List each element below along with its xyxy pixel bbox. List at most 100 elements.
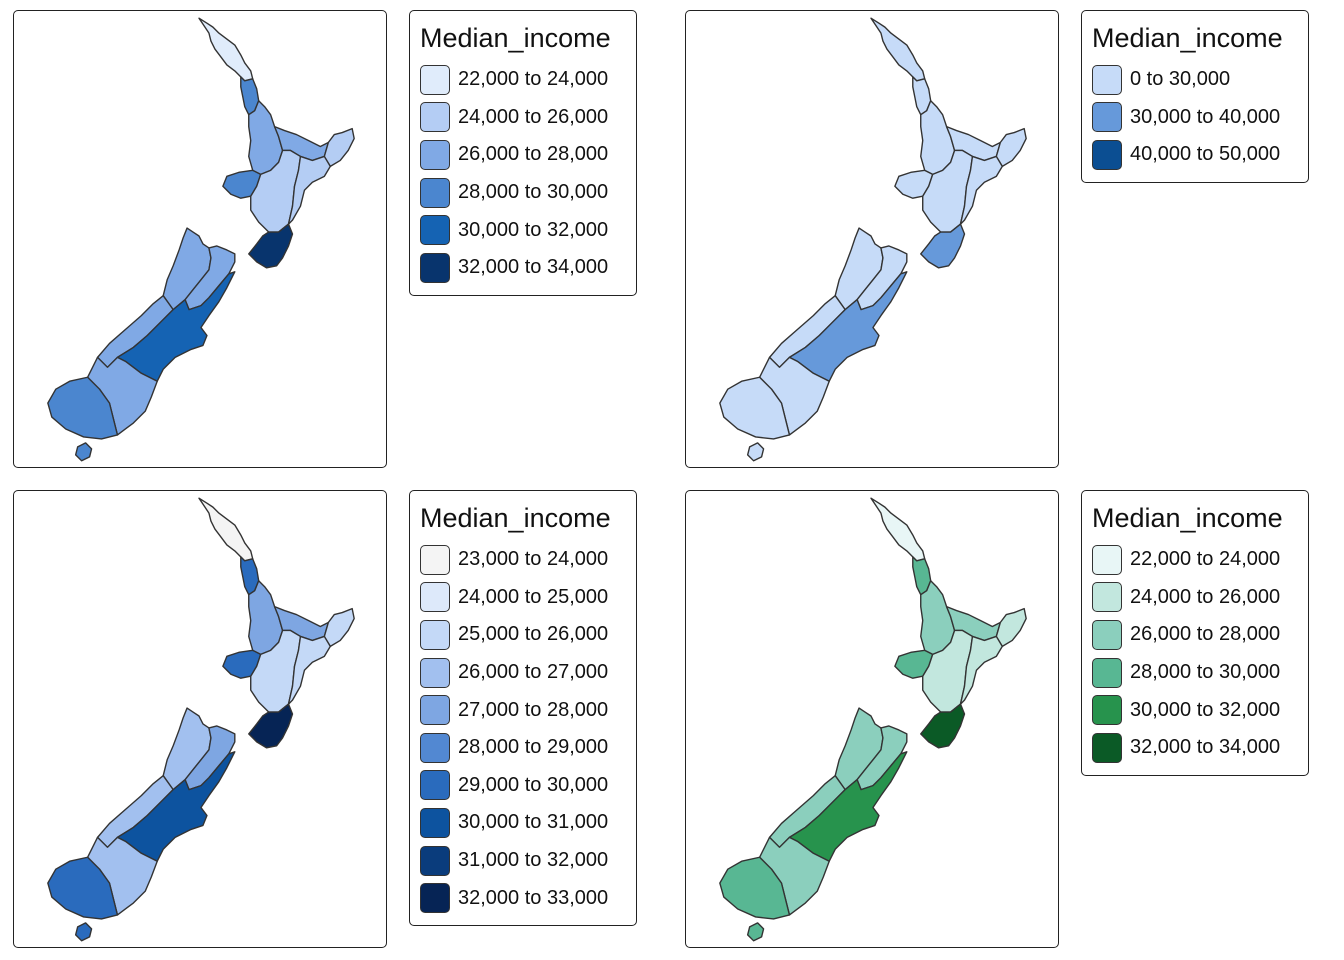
legend-item: 29,000 to 30,000 bbox=[420, 767, 626, 805]
legend-label: 23,000 to 24,000 bbox=[458, 548, 609, 571]
map-panel-2 bbox=[685, 10, 1059, 468]
nz-region-map bbox=[47, 17, 355, 462]
region-stewart bbox=[746, 922, 765, 942]
legend-swatch bbox=[420, 102, 450, 133]
region-hawkes-bay bbox=[287, 635, 331, 705]
legend-label: 28,000 to 30,000 bbox=[1130, 661, 1281, 684]
legend-item: 32,000 to 34,000 bbox=[420, 249, 626, 287]
legend-items: 22,000 to 24,000 24,000 to 26,000 26,000 t… bbox=[420, 61, 626, 287]
region-southland bbox=[719, 376, 791, 440]
region-northland bbox=[198, 17, 254, 82]
legend-label: 30,000 to 40,000 bbox=[1130, 105, 1281, 128]
legend-label: 24,000 to 26,000 bbox=[458, 105, 609, 128]
legend-item: 30,000 to 31,000 bbox=[420, 804, 626, 842]
legend-swatch bbox=[1092, 139, 1122, 170]
legend-label: 32,000 to 34,000 bbox=[1130, 736, 1281, 759]
legend-swatch bbox=[1092, 64, 1122, 95]
legend-label: 28,000 to 29,000 bbox=[458, 736, 609, 759]
legend-label: 26,000 to 28,000 bbox=[1130, 623, 1281, 646]
legend-label: 30,000 to 32,000 bbox=[458, 218, 609, 241]
region-northland bbox=[870, 497, 926, 562]
legend-label: 26,000 to 28,000 bbox=[458, 143, 609, 166]
legend-item: 28,000 to 30,000 bbox=[1092, 654, 1298, 692]
legend-swatch bbox=[420, 252, 450, 283]
legend-item: 24,000 to 26,000 bbox=[420, 99, 626, 137]
legend-item: 22,000 to 24,000 bbox=[420, 61, 626, 99]
legend-items: 0 to 30,000 30,000 to 40,000 40,000 to 50,… bbox=[1092, 61, 1298, 174]
region-gisborne bbox=[323, 607, 355, 648]
region-canterbury bbox=[788, 271, 908, 382]
legend-swatch bbox=[1092, 657, 1122, 688]
legend-label: 24,000 to 25,000 bbox=[458, 585, 609, 608]
legend-swatch bbox=[420, 657, 450, 688]
legend-swatch bbox=[420, 770, 450, 801]
legend-swatch bbox=[420, 177, 450, 208]
legend-label: 32,000 to 34,000 bbox=[458, 256, 609, 279]
legend-label: 30,000 to 31,000 bbox=[458, 811, 609, 834]
legend-swatch bbox=[1092, 619, 1122, 650]
legend-item: 25,000 to 26,000 bbox=[420, 616, 626, 654]
region-canterbury bbox=[788, 751, 908, 862]
legend-label: 25,000 to 26,000 bbox=[458, 623, 609, 646]
region-hawkes-bay bbox=[959, 155, 1003, 225]
region-wellington bbox=[920, 223, 966, 269]
region-wellington bbox=[920, 703, 966, 749]
legend-item: 32,000 to 34,000 bbox=[1092, 729, 1298, 767]
region-hawkes-bay bbox=[959, 635, 1003, 705]
legend-swatch bbox=[420, 582, 450, 613]
legend-item: 26,000 to 28,000 bbox=[420, 136, 626, 174]
region-wellington bbox=[248, 223, 294, 269]
legend-item: 26,000 to 27,000 bbox=[420, 654, 626, 692]
legend-label: 27,000 to 28,000 bbox=[458, 698, 609, 721]
region-gisborne bbox=[995, 127, 1027, 168]
region-stewart bbox=[74, 922, 93, 942]
legend-item: 28,000 to 29,000 bbox=[420, 729, 626, 767]
legend-label: 22,000 to 24,000 bbox=[458, 68, 609, 91]
legend-swatch bbox=[1092, 582, 1122, 613]
region-gisborne bbox=[995, 607, 1027, 648]
legend-swatch bbox=[420, 807, 450, 838]
region-northland bbox=[198, 497, 254, 562]
legend-item: 28,000 to 30,000 bbox=[420, 174, 626, 212]
region-southland bbox=[47, 376, 119, 440]
legend-items: 23,000 to 24,000 24,000 to 25,000 25,000 t… bbox=[420, 541, 626, 917]
legend-label: 0 to 30,000 bbox=[1130, 68, 1231, 91]
legend-item: 30,000 to 32,000 bbox=[420, 211, 626, 249]
legend-label: 32,000 to 33,000 bbox=[458, 886, 609, 909]
legend-items: 22,000 to 24,000 24,000 to 26,000 26,000 t… bbox=[1092, 541, 1298, 767]
legend-item: 26,000 to 28,000 bbox=[1092, 616, 1298, 654]
map-panel-1 bbox=[13, 10, 387, 468]
legend-item: 32,000 to 33,000 bbox=[420, 879, 626, 917]
legend-swatch bbox=[1092, 732, 1122, 763]
legend-title: Median_income bbox=[1092, 503, 1283, 533]
legend-item: 22,000 to 24,000 bbox=[1092, 541, 1298, 579]
nz-region-map bbox=[719, 497, 1027, 942]
legend-label: 26,000 to 27,000 bbox=[458, 661, 609, 684]
region-northland bbox=[870, 17, 926, 82]
region-southland bbox=[47, 856, 119, 920]
legend-swatch bbox=[420, 732, 450, 763]
region-hawkes-bay bbox=[287, 155, 331, 225]
legend-swatch bbox=[420, 544, 450, 575]
legend-item: 27,000 to 28,000 bbox=[420, 691, 626, 729]
map-panel-4 bbox=[685, 490, 1059, 948]
legend-swatch bbox=[420, 619, 450, 650]
region-canterbury bbox=[116, 751, 236, 862]
legend-label: 30,000 to 32,000 bbox=[1130, 698, 1281, 721]
legend-label: 24,000 to 26,000 bbox=[1130, 585, 1281, 608]
legend-item: 31,000 to 32,000 bbox=[420, 842, 626, 880]
region-canterbury bbox=[116, 271, 236, 382]
legend-item: 0 to 30,000 bbox=[1092, 61, 1298, 99]
legend-swatch bbox=[420, 883, 450, 914]
nz-region-map bbox=[47, 497, 355, 942]
legend-swatch bbox=[420, 64, 450, 95]
nz-region-map bbox=[719, 17, 1027, 462]
legend-swatch bbox=[1092, 695, 1122, 726]
legend-title: Median_income bbox=[420, 503, 611, 533]
region-wellington bbox=[248, 703, 294, 749]
legend-item: 30,000 to 32,000 bbox=[1092, 691, 1298, 729]
legend-title: Median_income bbox=[1092, 23, 1283, 53]
legend-item: 24,000 to 25,000 bbox=[420, 579, 626, 617]
legend-panel-1: Median_income 22,000 to 24,000 24,000 to … bbox=[409, 10, 637, 296]
legend-title: Median_income bbox=[420, 23, 611, 53]
